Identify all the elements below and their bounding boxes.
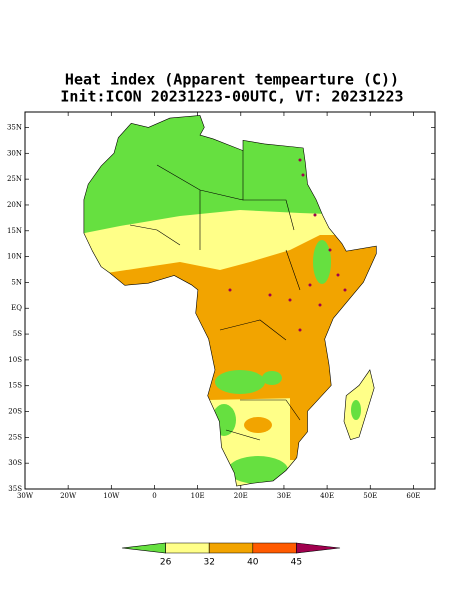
- lat-tick-label: 20N: [7, 201, 22, 209]
- colorbar-segment: [208, 542, 254, 554]
- colorbar-segment: [165, 542, 210, 554]
- lat-tick-label: 30N: [7, 149, 22, 157]
- lat-tick-label: 15N: [7, 227, 22, 235]
- lon-tick-label: 20E: [234, 492, 248, 500]
- lat-tick-label: 35S: [8, 485, 22, 493]
- lat-tick-label: 10N: [7, 253, 22, 261]
- lon-tick-label: 30W: [17, 492, 34, 500]
- colorbar-label: 32: [203, 558, 214, 568]
- field-region: [313, 240, 331, 284]
- map-frame: [24, 111, 436, 490]
- field-region: [262, 371, 282, 385]
- lon-tick-label: 0: [152, 492, 156, 500]
- lat-tick-label: EQ: [11, 304, 22, 312]
- lon-tick-label: 50E: [363, 492, 377, 500]
- title-line: Init:ICON 20231223-00UTC, VT: 20231223: [60, 88, 403, 106]
- colorbar-segment: [296, 542, 341, 554]
- field-region: [351, 400, 361, 420]
- lat-tick-label: 10S: [8, 356, 22, 364]
- field-region: [244, 417, 272, 433]
- lon-tick-label: 30E: [277, 492, 291, 500]
- lat-tick-label: 5S: [13, 330, 22, 338]
- lon-tick-label: 60E: [406, 492, 420, 500]
- lat-tick-label: 30S: [8, 459, 22, 467]
- lat-tick-label: 25S: [8, 433, 22, 441]
- title-line: Heat index (Apparent tempearture (C)): [65, 71, 399, 89]
- lat-tick-label: 15S: [8, 382, 22, 390]
- hot-spots: [228, 158, 347, 332]
- lat-tick-label: 5N: [11, 278, 22, 286]
- colorbar-label: 45: [291, 558, 302, 568]
- colorbar-label: 40: [247, 558, 259, 568]
- colorbar-label: 26: [160, 558, 172, 568]
- lon-tick-label: 10W: [103, 492, 120, 500]
- lon-tick-label: 20W: [60, 492, 77, 500]
- field-region: [215, 370, 265, 394]
- colorbar-segment: [252, 542, 297, 554]
- field-region: [228, 456, 288, 484]
- lat-tick-label: 25N: [7, 175, 22, 183]
- lat-tick-label: 20S: [8, 408, 22, 416]
- coastline: [83, 115, 377, 487]
- lon-tick-label: 10E: [191, 492, 205, 500]
- lat-tick-label: 35N: [7, 123, 22, 131]
- lon-tick-label: 40E: [320, 492, 334, 500]
